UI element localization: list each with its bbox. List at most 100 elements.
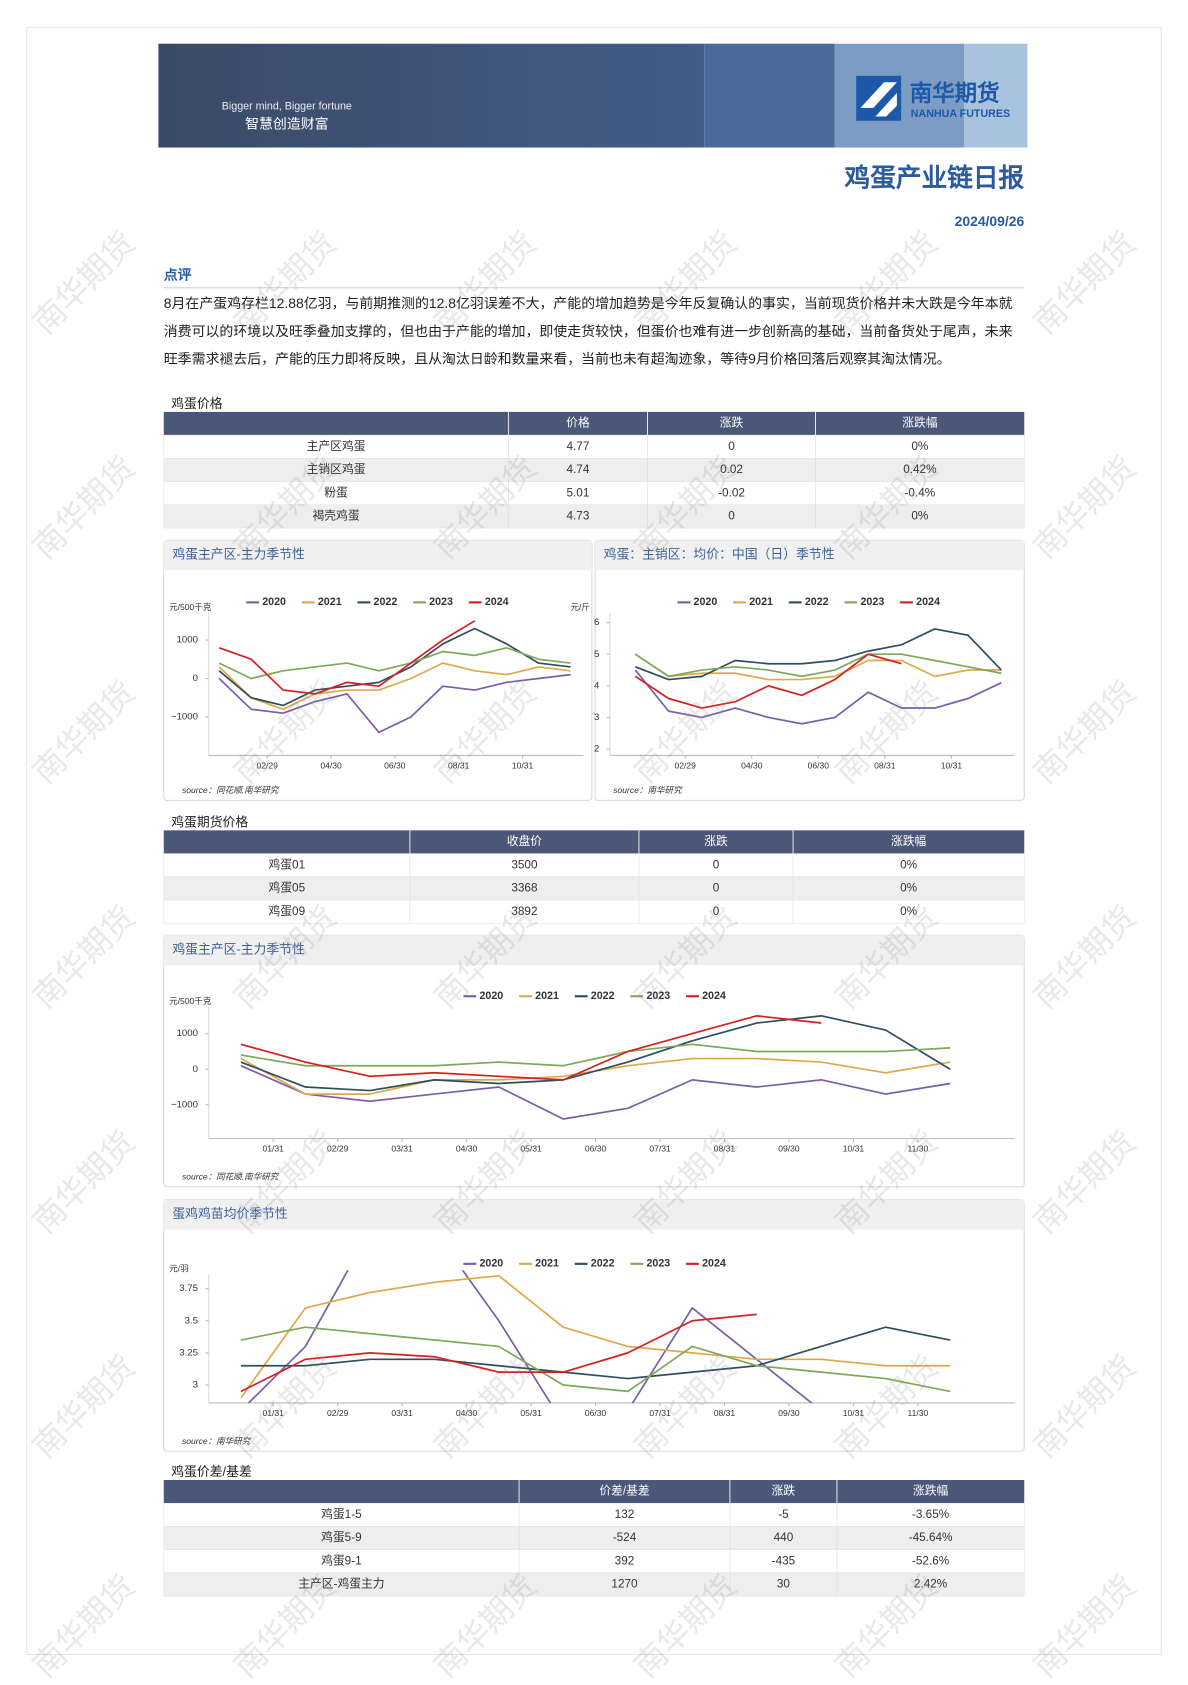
y-tick-label: 0 (193, 1064, 198, 1075)
table-cell: 0 (713, 858, 720, 871)
header-band (158, 43, 705, 148)
y-tick-label: 1000 (177, 1028, 198, 1039)
column-header: 价格 (566, 416, 590, 430)
logo-en: NANHUA FUTURES (911, 108, 1010, 120)
table-cell: 鸡蛋09 (269, 904, 306, 918)
legend-label: 2020 (262, 596, 286, 608)
watermark: 南华期货 (26, 1348, 142, 1464)
chart-title-bar (163, 1199, 1025, 1230)
legend-label: 2022 (374, 596, 398, 608)
table-cell: 0 (728, 440, 735, 453)
chart-source: source：南华研究 (613, 785, 683, 795)
y-tick-label: 3.5 (185, 1315, 198, 1326)
legend-label: 2020 (479, 990, 503, 1002)
chart-title: 蛋鸡鸡苗均价季节性 (172, 1206, 288, 1221)
x-tick-label: 02/29 (675, 760, 697, 770)
table-row (163, 1549, 1025, 1574)
table-cell: -45.64% (909, 1531, 953, 1544)
x-tick-label: 10/31 (941, 760, 963, 770)
x-tick-label: 07/31 (649, 1408, 671, 1418)
series-line (218, 673, 571, 734)
table-cell: 鸡蛋5-9 (321, 1530, 362, 1544)
comment-text: 8月在产蛋鸡存栏12.88亿羽，与前期推测的12.8亿羽误差不大，产能的增加趋势… (163, 295, 1013, 367)
x-tick-label: 08/31 (714, 1144, 736, 1154)
y-axis-unit: 元/500千克 (169, 602, 212, 612)
legend-label: 2023 (646, 1258, 670, 1270)
y-tick-label: −1000 (171, 712, 198, 723)
series-line (634, 669, 1002, 725)
column-header: 收盘价 (507, 834, 543, 848)
legend-label: 2021 (535, 990, 559, 1002)
watermark: 南华期货 (1026, 1124, 1142, 1240)
table-cell: 30 (777, 1578, 791, 1591)
chart-title-bar (595, 540, 1025, 571)
watermark: 南华期货 (26, 449, 142, 565)
table-title: 鸡蛋价差/基差 (171, 1464, 252, 1479)
legend-label: 2021 (749, 596, 773, 608)
watermark: 南华期货 (1026, 674, 1142, 790)
table-cell: 5.01 (566, 486, 589, 499)
y-axis-unit: 元/羽 (169, 1263, 188, 1273)
y-tick-label: 1000 (177, 635, 198, 646)
table-row (163, 434, 1025, 459)
series-line (240, 1043, 951, 1067)
slogan-cn: 智慧创造财富 (245, 116, 328, 132)
legend-label: 2022 (805, 596, 829, 608)
table-cell: 3500 (511, 858, 538, 871)
x-tick-label: 09/30 (778, 1408, 800, 1418)
series-line (240, 1014, 951, 1092)
report-title: 鸡蛋产业链日报 (844, 162, 1025, 192)
table-cell: 3892 (511, 905, 537, 918)
legend-label: 2022 (591, 1258, 615, 1270)
series-line (240, 1064, 951, 1120)
watermark: 南华期货 (26, 1124, 142, 1240)
column-header: 涨跌 (720, 416, 744, 430)
table-cell: 0% (900, 905, 918, 918)
x-tick-label: 02/29 (256, 760, 278, 770)
table-cell: -524 (613, 1531, 637, 1544)
table-cell: 0 (713, 882, 720, 895)
table-cell: 392 (615, 1554, 635, 1567)
x-tick-label: 03/31 (391, 1408, 413, 1418)
table-cell: 0 (728, 510, 735, 523)
legend-label: 2021 (318, 596, 342, 608)
x-tick-label: 04/30 (456, 1408, 478, 1418)
y-tick-label: 3 (594, 712, 599, 723)
series-line (218, 662, 571, 711)
watermark: 南华期货 (26, 899, 142, 1015)
chart-source: source：同花顺,南华研究 (182, 785, 280, 795)
table-cell: 1270 (611, 1578, 638, 1591)
x-tick-label: 04/30 (320, 760, 342, 770)
x-tick-label: 10/31 (512, 760, 534, 770)
table-row (163, 899, 1025, 924)
watermark: 南华期货 (1026, 225, 1142, 341)
column-header: 涨跌幅 (902, 416, 938, 430)
y-tick-label: 3.25 (179, 1347, 198, 1358)
table-title: 鸡蛋价格 (171, 396, 222, 411)
column-header: 涨跌 (704, 834, 728, 848)
table-cell: 主产区-鸡蛋主力 (298, 1577, 384, 1591)
table-cell: -52.6% (912, 1554, 950, 1567)
legend-label: 2020 (694, 596, 718, 608)
table-cell: 4.77 (566, 440, 589, 453)
table-header (163, 1480, 1025, 1504)
column-header: 涨跌幅 (913, 1484, 949, 1498)
y-tick-label: 3.75 (179, 1283, 198, 1294)
table-cell: -0.02 (718, 486, 745, 499)
x-tick-label: 02/29 (327, 1408, 349, 1418)
table-row (163, 1572, 1025, 1597)
legend-label: 2024 (702, 1258, 726, 1270)
table-cell: -0.4% (905, 486, 936, 499)
chart-title: 鸡蛋：主销区：均价：中国（日）季节性 (604, 547, 835, 562)
x-tick-label: 08/31 (874, 760, 896, 770)
table-header (163, 411, 1025, 436)
table-cell: 鸡蛋01 (269, 857, 306, 871)
legend-label: 2023 (860, 596, 884, 608)
series-line (635, 628, 1002, 681)
y-tick-label: 0 (193, 673, 198, 684)
comment-box: 8月在产蛋鸡存栏12.88亿羽，与前期推测的12.8亿羽误差不大，产能的增加趋势… (163, 295, 1013, 367)
legend-label: 2024 (916, 596, 940, 608)
chart-title: 鸡蛋主产区-主力季节性 (172, 547, 305, 562)
